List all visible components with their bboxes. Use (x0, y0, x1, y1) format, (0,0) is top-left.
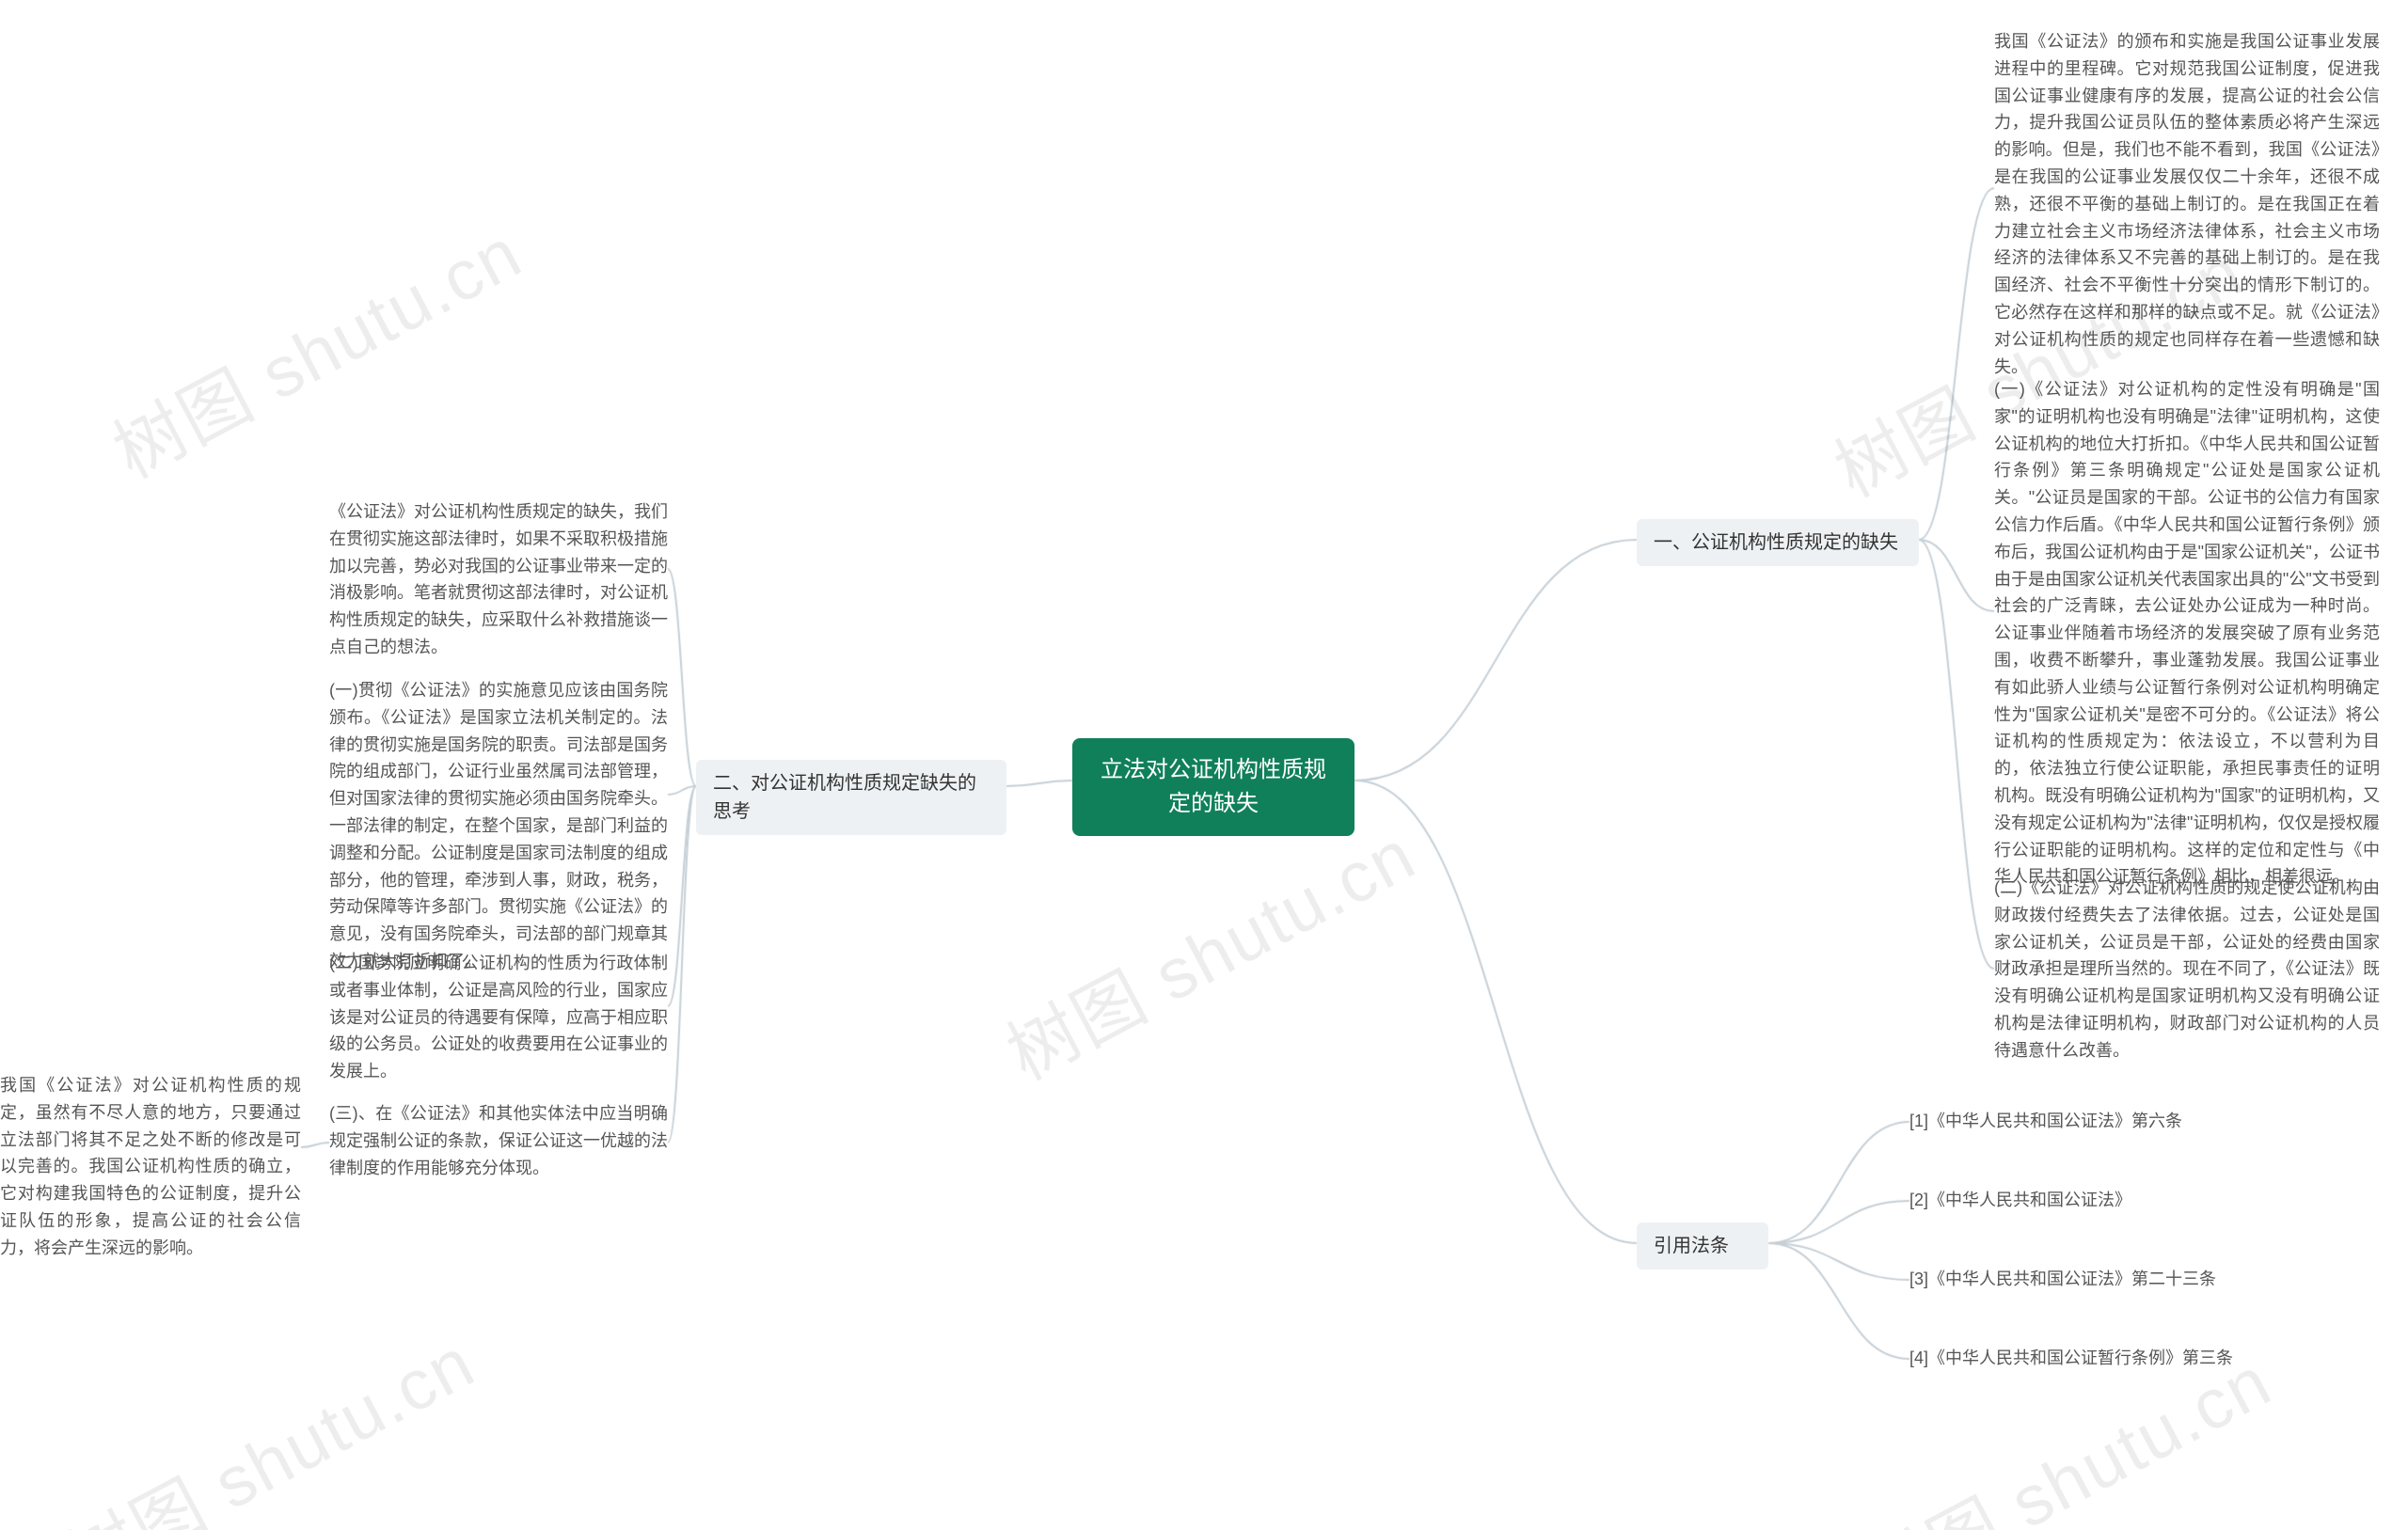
mindmap-root: 立法对公证机构性质规定的缺失 (1072, 738, 1354, 836)
leaf-l1b: (一)贯彻《公证法》的实施意见应该由国务院颁布。《公证法》是国家立法机关制定的。… (329, 677, 668, 975)
leaf-text: (一)《公证法》对公证机构的定性没有明确是"国家"的证明机构也没有明确是"法律"… (1994, 380, 2380, 886)
leaf-r2a: [1]《中华人民共和国公证法》第六条 (1909, 1108, 2314, 1135)
leaf-text: (二)国务院应明确公证机构的性质为行政体制或者事业体制，公证是高风险的行业，国家… (329, 954, 668, 1080)
leaf-r1c: (二)《公证法》对公证机构性质的规定使公证机构由财政拨付经费失去了法律依据。过去… (1994, 875, 2380, 1065)
leaf-text: [3]《中华人民共和国公证法》第二十三条 (1909, 1270, 2216, 1288)
leaf-r2d: [4]《中华人民共和国公证暂行条例》第三条 (1909, 1345, 2314, 1372)
leaf-l1a: 《公证法》对公证机构性质规定的缺失，我们在贯彻实施这部法律时，如果不采取积极措施… (329, 498, 668, 661)
leaf-r2b: [2]《中华人民共和国公证法》 (1909, 1187, 2314, 1214)
leaf-text: (三)、在《公证法》和其他实体法中应当明确规定强制公证的条款，保证公证这一优越的… (329, 1104, 668, 1177)
branch-right-2: 引用法条 (1637, 1222, 1768, 1270)
leaf-l1c: (二)国务院应明确公证机构的性质为行政体制或者事业体制，公证是高风险的行业，国家… (329, 950, 668, 1085)
root-text: 立法对公证机构性质规定的缺失 (1101, 757, 1326, 816)
leaf-text: 我国《公证法》的颁布和实施是我国公证事业发展进程中的里程碑。它对规范我国公证制度… (1994, 32, 2380, 376)
leaf-text: (一)贯彻《公证法》的实施意见应该由国务院颁布。《公证法》是国家立法机关制定的。… (329, 681, 668, 970)
leaf-r2c: [3]《中华人民共和国公证法》第二十三条 (1909, 1266, 2314, 1293)
leaf-l1d-sub: 我国《公证法》对公证机构性质的规定，虽然有不尽人意的地方，只要通过立法部门将其不… (0, 1072, 301, 1262)
branch-label: 一、公证机构性质规定的缺失 (1654, 532, 1898, 553)
leaf-r1b: (一)《公证法》对公证机构的定性没有明确是"国家"的证明机构也没有明确是"法律"… (1994, 376, 2380, 891)
leaf-text: 我国《公证法》对公证机构性质的规定，虽然有不尽人意的地方，只要通过立法部门将其不… (0, 1076, 301, 1257)
leaf-r1a: 我国《公证法》的颁布和实施是我国公证事业发展进程中的里程碑。它对规范我国公证制度… (1994, 28, 2380, 380)
leaf-text: [4]《中华人民共和国公证暂行条例》第三条 (1909, 1349, 2233, 1367)
branch-label: 二、对公证机构性质规定缺失的思考 (713, 773, 976, 822)
leaf-l1d: (三)、在《公证法》和其他实体法中应当明确规定强制公证的条款，保证公证这一优越的… (329, 1100, 668, 1181)
branch-label: 引用法条 (1654, 1236, 1729, 1256)
leaf-text: 《公证法》对公证机构性质规定的缺失，我们在贯彻实施这部法律时，如果不采取积极措施… (329, 502, 668, 656)
leaf-text: [1]《中华人民共和国公证法》第六条 (1909, 1112, 2182, 1130)
branch-right-1: 一、公证机构性质规定的缺失 (1637, 519, 1919, 566)
leaf-text: (二)《公证法》对公证机构性质的规定使公证机构由财政拨付经费失去了法律依据。过去… (1994, 878, 2380, 1060)
branch-left-1: 二、对公证机构性质规定缺失的思考 (696, 760, 1006, 835)
leaf-text: [2]《中华人民共和国公证法》 (1909, 1191, 2131, 1209)
